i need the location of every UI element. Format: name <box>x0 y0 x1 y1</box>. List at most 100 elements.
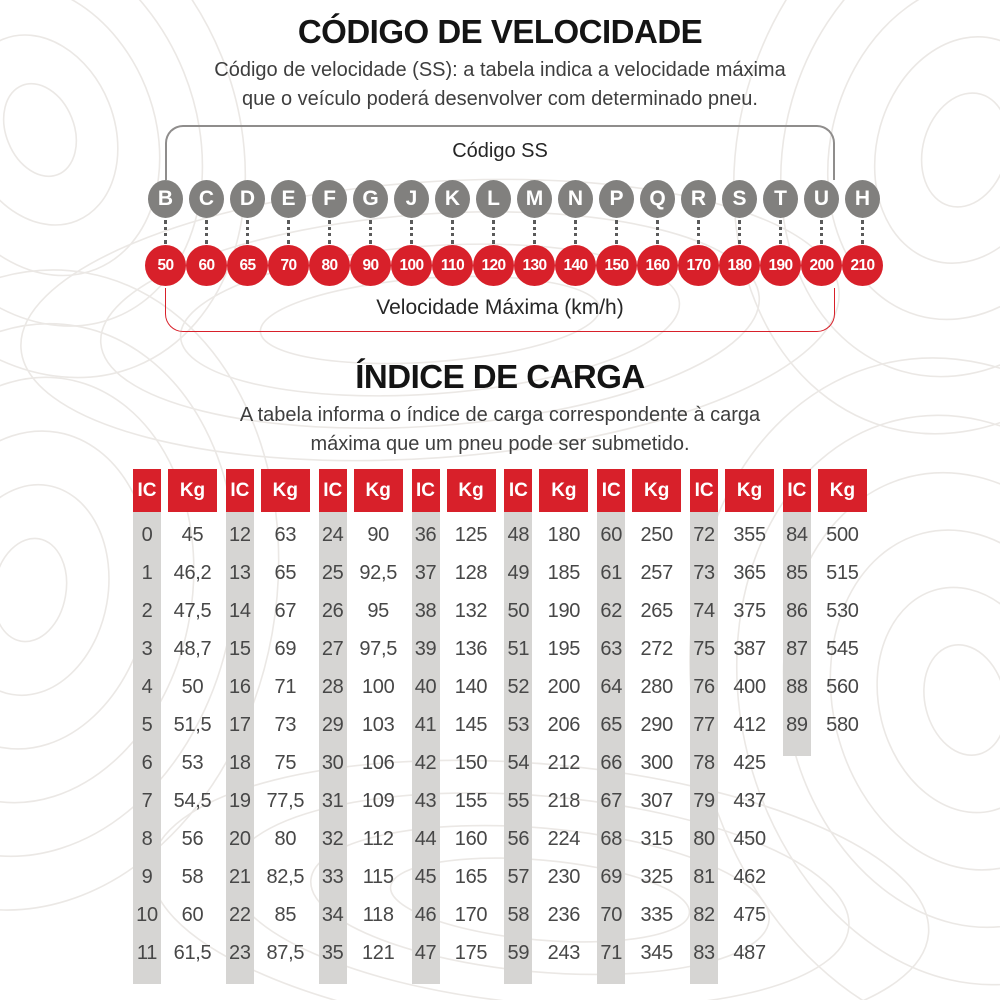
ic-header-cell: IC <box>504 469 533 512</box>
ic-value-cell: 32 <box>321 827 344 850</box>
kg-value-cell: 315 <box>640 827 673 850</box>
kg-value-cell: 85 <box>274 903 297 926</box>
ic-value-cell: 67 <box>600 789 623 812</box>
speed-value-badge: 190 <box>760 245 801 286</box>
speed-code-column: S 180 <box>719 180 760 286</box>
kg-value-cell: 224 <box>547 827 581 850</box>
ic-column-strip: 84 85 86 87 88 89 <box>782 512 811 756</box>
speed-code-column: L 120 <box>473 180 514 286</box>
ic-value-cell: 51 <box>507 637 530 660</box>
kg-value-cell: 375 <box>733 599 766 622</box>
speed-value-badge: 70 <box>268 245 309 286</box>
ic-header-cell: IC <box>782 469 811 512</box>
ic-value-cell: 66 <box>600 751 623 774</box>
speed-letter-badge: B <box>148 180 183 218</box>
ic-value-cell: 33 <box>321 865 344 888</box>
ic-value-cell: 84 <box>786 523 808 546</box>
kg-column-values: 125 128 132 136 140 145 150 155 160 165 170 175 <box>447 512 496 976</box>
speed-letter-badge: N <box>558 180 593 218</box>
kg-column-values: 45 46,2 47,5 48,7 50 51,5 53 54,5 56 58 60 61,5 <box>168 512 217 976</box>
dotted-connector-line <box>738 220 741 244</box>
ic-value-cell: 35 <box>321 941 344 964</box>
dotted-connector-line <box>410 220 413 244</box>
kg-header-cell: Kg <box>260 469 310 512</box>
speed-value-badge: 130 <box>514 245 555 286</box>
speed-letter-badge: U <box>804 180 839 218</box>
kg-value-cell: 53 <box>181 751 204 774</box>
ic-column-strip: 12 13 14 15 16 17 18 19 20 21 22 23 <box>225 512 254 984</box>
load-section-title: ÍNDICE DE CARGA <box>355 358 645 395</box>
ic-value-cell: 18 <box>229 751 251 774</box>
load-section-subtitle: A tabela informa o índice de carga corre… <box>0 401 1000 459</box>
ic-value-cell: 29 <box>321 713 344 736</box>
kg-value-cell: 109 <box>361 789 395 812</box>
ic-column: IC 12 13 14 15 16 17 18 19 20 21 22 23 <box>225 469 254 984</box>
kg-header-cell: Kg <box>539 469 589 512</box>
ic-column-strip: 36 37 38 39 40 41 42 43 44 45 46 47 <box>411 512 440 984</box>
kg-value-cell: 112 <box>362 827 394 850</box>
ic-value-cell: 36 <box>414 523 437 546</box>
speed-code-column: R 170 <box>678 180 719 286</box>
ic-value-cell: 12 <box>229 523 251 546</box>
ic-value-cell: 77 <box>693 713 715 736</box>
dotted-connector-line <box>369 220 372 244</box>
ic-value-cell: 7 <box>141 789 153 812</box>
speed-letter-badge: E <box>271 180 306 218</box>
ic-value-cell: 41 <box>414 713 437 736</box>
ic-value-cell: 78 <box>693 751 715 774</box>
kg-value-cell: 200 <box>547 675 581 698</box>
kg-value-cell: 150 <box>454 751 488 774</box>
kg-value-cell: 145 <box>454 713 488 736</box>
speed-value-badge: 140 <box>555 245 596 286</box>
ic-value-cell: 43 <box>414 789 437 812</box>
load-index-section: ÍNDICE DE CARGA A tabela informa o índic… <box>0 358 1000 984</box>
dotted-connector-line <box>287 220 290 244</box>
speed-value-badge: 60 <box>186 245 227 286</box>
speed-code-column: Q 160 <box>637 180 678 286</box>
kg-column-values: 500 515 530 545 560 580 <box>818 512 867 748</box>
ic-value-cell: 81 <box>693 865 715 888</box>
kg-header-cell: Kg <box>817 469 867 512</box>
kg-column: Kg 45 46,2 47,5 48,7 50 51,5 53 54,5 56 58 60 61,5 <box>168 469 217 984</box>
ic-column: IC 72 73 74 75 76 77 78 79 80 81 82 83 <box>690 469 719 984</box>
kg-value-cell: 61,5 <box>173 941 212 964</box>
table-group: IC 72 73 74 75 76 77 78 79 80 81 82 83 Kg 355 365 375… <box>690 469 775 984</box>
ic-value-cell: 3 <box>141 637 153 660</box>
speed-letter-badge: H <box>845 180 880 218</box>
dotted-connector-line <box>205 220 208 244</box>
kg-column: Kg 500 515 530 545 560 580 <box>817 469 867 984</box>
speed-value-badge: 110 <box>432 245 473 286</box>
speed-code-column: G 90 <box>350 180 391 286</box>
kg-value-cell: 560 <box>826 675 859 698</box>
table-group: IC 60 61 62 63 64 65 66 67 68 69 70 71 Kg 250 257 265… <box>597 469 682 984</box>
ic-value-cell: 70 <box>600 903 623 926</box>
kg-value-cell: 58 <box>181 865 204 888</box>
table-group: IC 36 37 38 39 40 41 42 43 44 45 46 47 Kg 125 128 132… <box>411 469 496 984</box>
kg-value-cell: 218 <box>547 789 581 812</box>
dotted-connector-line <box>861 220 864 244</box>
kg-column: Kg 63 65 67 69 71 73 75 77,5 80 82,5 85 87,5 <box>260 469 310 984</box>
kg-value-cell: 50 <box>181 675 204 698</box>
ic-value-cell: 15 <box>229 637 251 660</box>
kg-value-cell: 45 <box>181 523 204 546</box>
speed-code-column: P 150 <box>596 180 637 286</box>
kg-value-cell: 46,2 <box>173 561 212 584</box>
ic-value-cell: 74 <box>693 599 715 622</box>
speed-letter-badge: Q <box>640 180 675 218</box>
kg-value-cell: 462 <box>733 865 766 888</box>
ic-value-cell: 79 <box>693 789 715 812</box>
ic-value-cell: 65 <box>600 713 623 736</box>
kg-value-cell: 300 <box>640 751 673 774</box>
kg-value-cell: 118 <box>362 903 394 926</box>
max-speed-label: Velocidade Máxima (km/h) <box>376 296 624 319</box>
ic-column: IC 60 61 62 63 64 65 66 67 68 69 70 71 <box>597 469 626 984</box>
dotted-connector-line <box>656 220 659 244</box>
speed-code-column: F 80 <box>309 180 350 286</box>
ic-value-cell: 60 <box>600 523 623 546</box>
ic-value-cell: 24 <box>321 523 344 546</box>
load-subtitle-line2: máxima que um pneu pode ser submetido. <box>310 433 690 455</box>
load-subtitle-line1: A tabela informa o índice de carga corre… <box>239 404 761 426</box>
kg-value-cell: 400 <box>733 675 766 698</box>
ic-value-cell: 20 <box>229 827 251 850</box>
kg-column-values: 90 92,5 95 97,5 100 103 106 109 112 115 118 121 <box>354 512 403 976</box>
